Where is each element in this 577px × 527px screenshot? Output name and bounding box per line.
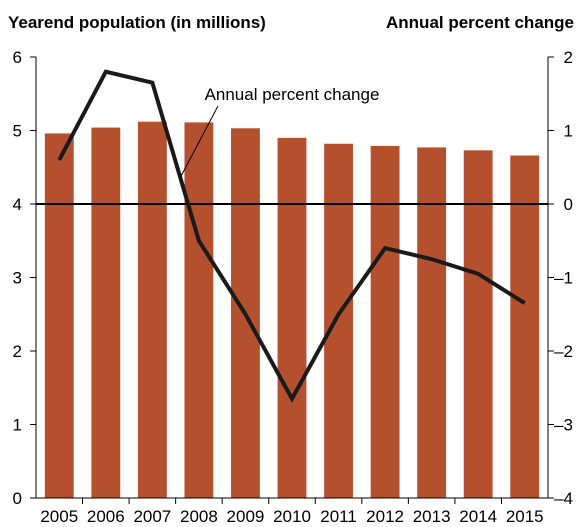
line-series <box>57 69 526 403</box>
x-tick-label: 2012 <box>366 507 404 526</box>
x-tick-label: 2011 <box>320 507 357 526</box>
bar-2014 <box>463 150 493 498</box>
left-tick-label: 3 <box>13 269 22 288</box>
left-tick-label: 4 <box>13 195 22 214</box>
x-tick-label: 2013 <box>413 507 451 526</box>
percent-change-line <box>57 69 526 403</box>
right-tick-label: –4 <box>554 489 573 508</box>
x-tick-label: 2006 <box>87 507 125 526</box>
x-tick-label: 2007 <box>133 507 171 526</box>
right-tick-label: –3 <box>554 416 573 435</box>
bar-2012 <box>370 145 400 498</box>
bar-2011 <box>324 143 353 499</box>
bar-2015 <box>510 155 540 499</box>
right-tick-label: –2 <box>554 342 573 361</box>
bar-2013 <box>417 147 447 498</box>
right-tick-label: –1 <box>554 269 573 288</box>
right-tick-label: 1 <box>564 122 573 141</box>
bar-2008 <box>184 122 214 498</box>
left-tick-label: 1 <box>13 416 22 435</box>
bar-2006 <box>91 127 121 498</box>
annotation-label: Annual percent change <box>205 85 380 104</box>
left-tick-label: 0 <box>13 489 22 508</box>
x-tick-label: 2014 <box>459 507 497 526</box>
annotation-leader-line <box>179 105 219 178</box>
left-tick-label: 6 <box>13 48 22 67</box>
bar-2010 <box>277 137 307 498</box>
bar-2007 <box>137 121 167 499</box>
left-tick-label: 5 <box>13 122 22 141</box>
x-tick-label: 2015 <box>506 507 544 526</box>
right-tick-label: 2 <box>564 48 573 67</box>
left-tick-label: 2 <box>13 342 22 361</box>
bar-series <box>44 121 540 499</box>
right-axis-title: Annual percent change <box>386 13 574 32</box>
left-axis-title: Yearend population (in millions) <box>8 13 266 32</box>
bar-2005 <box>44 133 74 498</box>
right-tick-label: 0 <box>564 195 573 214</box>
axes: 0 1 2 3 4 5 6 –4 –3 –2 –1 0 1 2 2005 2006 2007 2008 2009 20… <box>13 48 573 526</box>
x-tick-label: 2010 <box>273 507 311 526</box>
x-tick-label: 2008 <box>180 507 218 526</box>
annotation: Annual percent change <box>179 85 380 178</box>
x-tick-label: 2009 <box>227 507 265 526</box>
x-tick-label: 2005 <box>40 507 78 526</box>
